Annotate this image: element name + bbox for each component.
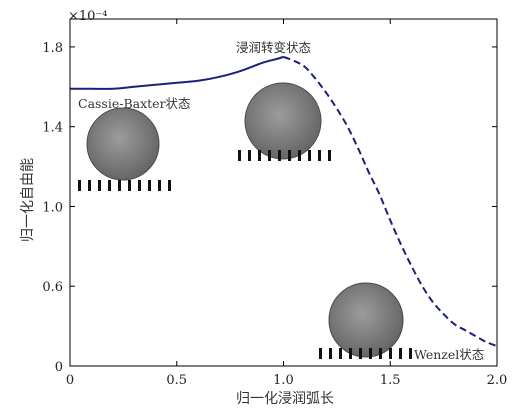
pillar [238, 150, 241, 161]
droplet-transition [244, 82, 322, 160]
pillar [268, 150, 271, 161]
y-tick-label: 1.8 [42, 41, 63, 56]
y-axis-multiplier: ×10⁻⁴ [68, 9, 108, 24]
series-line-solid [69, 55, 284, 90]
annotation-wenzel-state: Wenzel状态 [414, 347, 484, 362]
x-tick-label: 2.0 [487, 373, 508, 388]
pillar [138, 180, 141, 191]
pillar [409, 348, 412, 359]
pillars-cassie-baxter [78, 180, 171, 191]
annotation-transition-state: 浸润转变状态 [236, 40, 311, 55]
pillar [318, 150, 321, 161]
pillar [148, 180, 151, 191]
axis-ticks [69, 19, 498, 367]
tick-labels: 0 0.5 1.0 1.5 2.0 0 0.6 1.0 1.4 1.8 [42, 41, 507, 388]
plot-background [70, 19, 497, 366]
x-tick-label: 0 [66, 373, 74, 388]
pillar [128, 180, 131, 191]
pillar [399, 348, 402, 359]
x-axis-title: 归一化浸润弧长 [236, 390, 334, 407]
pillar [168, 180, 171, 191]
pillar [308, 150, 311, 161]
x-tick-label: 1.0 [273, 373, 294, 388]
droplet-wenzel [328, 282, 404, 358]
pillar [349, 348, 352, 359]
y-axis-title: 归一化自由能 [19, 158, 36, 242]
pillar [98, 180, 101, 191]
pillars-wenzel [319, 348, 412, 359]
droplet-illustrations [78, 82, 412, 359]
pillar [379, 348, 382, 359]
annotation-cassie-baxter-state: Cassie-Baxter状态 [78, 96, 191, 111]
y-tick-label: 0.6 [42, 280, 63, 295]
pillar [118, 180, 121, 191]
pillar [288, 150, 291, 161]
pillar [329, 348, 332, 359]
pillar [389, 348, 392, 359]
pillars-transition [238, 150, 331, 161]
x-tick-label: 0.5 [166, 373, 187, 388]
y-tick-label: 1.0 [42, 200, 63, 215]
pillar [359, 348, 362, 359]
pillar [369, 348, 372, 359]
pillar [319, 348, 322, 359]
pillar [339, 348, 342, 359]
pillar [298, 150, 301, 161]
pillar [108, 180, 111, 191]
pillar [248, 150, 251, 161]
pillar [278, 150, 281, 161]
pillar [158, 180, 161, 191]
series-line-dashed [283, 55, 498, 348]
pillar [258, 150, 261, 161]
droplet-cassie-baxter [86, 107, 160, 181]
series-layer [69, 55, 498, 348]
y-tick-label: 1.4 [42, 121, 63, 136]
pillar [78, 180, 81, 191]
y-tick-label: 0 [55, 360, 63, 375]
pillar [88, 180, 91, 191]
x-tick-label: 1.5 [380, 373, 401, 388]
pillar [328, 150, 331, 161]
